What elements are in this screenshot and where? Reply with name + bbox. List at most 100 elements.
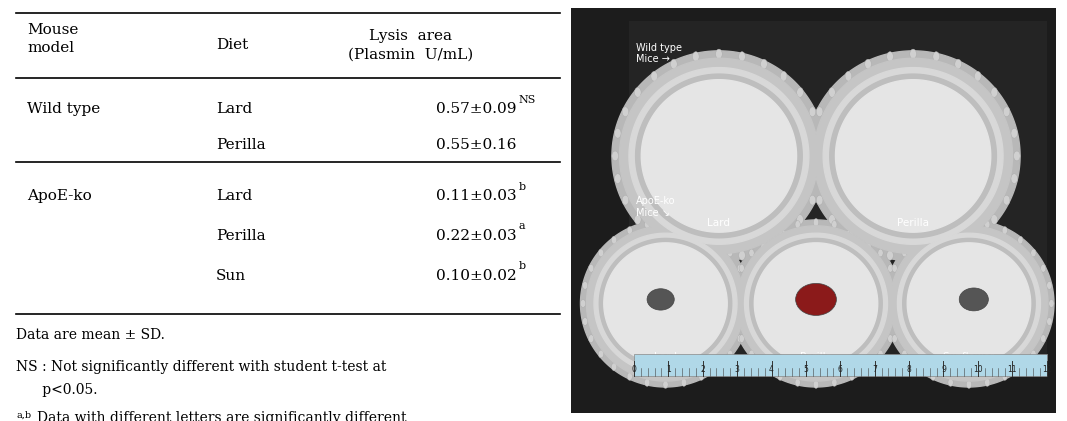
Polygon shape bbox=[737, 226, 895, 381]
Text: 5: 5 bbox=[803, 365, 809, 374]
Ellipse shape bbox=[716, 49, 722, 59]
Ellipse shape bbox=[622, 195, 628, 205]
Text: ApoE-ko: ApoE-ko bbox=[28, 189, 92, 203]
Ellipse shape bbox=[797, 88, 803, 97]
Ellipse shape bbox=[1014, 151, 1020, 161]
Ellipse shape bbox=[832, 378, 837, 386]
Polygon shape bbox=[830, 74, 997, 238]
Text: Wild type: Wild type bbox=[28, 102, 100, 117]
Ellipse shape bbox=[611, 363, 617, 370]
Bar bbox=[634, 354, 1047, 376]
Ellipse shape bbox=[974, 72, 982, 81]
Text: NS : Not significantly different with student t-test at: NS : Not significantly different with st… bbox=[16, 360, 386, 374]
Ellipse shape bbox=[615, 174, 621, 184]
Ellipse shape bbox=[670, 243, 678, 253]
Ellipse shape bbox=[829, 215, 835, 224]
Ellipse shape bbox=[809, 174, 815, 184]
Ellipse shape bbox=[589, 264, 594, 272]
Text: b: b bbox=[519, 261, 525, 272]
Text: 2: 2 bbox=[700, 365, 705, 374]
Text: 0.10±0.02: 0.10±0.02 bbox=[436, 269, 517, 283]
Ellipse shape bbox=[933, 250, 940, 260]
Ellipse shape bbox=[795, 221, 800, 228]
Ellipse shape bbox=[816, 128, 824, 138]
Ellipse shape bbox=[845, 231, 851, 240]
Polygon shape bbox=[620, 58, 818, 253]
Ellipse shape bbox=[813, 218, 818, 226]
Polygon shape bbox=[883, 220, 1054, 387]
Ellipse shape bbox=[1010, 128, 1018, 138]
Ellipse shape bbox=[1018, 363, 1023, 370]
Text: 0.11±0.03: 0.11±0.03 bbox=[436, 189, 517, 203]
Ellipse shape bbox=[832, 221, 837, 228]
Ellipse shape bbox=[627, 373, 633, 380]
Polygon shape bbox=[636, 74, 802, 238]
Ellipse shape bbox=[796, 283, 837, 315]
Ellipse shape bbox=[878, 249, 883, 257]
Text: Perilla: Perilla bbox=[216, 229, 266, 243]
Ellipse shape bbox=[914, 363, 920, 370]
Ellipse shape bbox=[930, 226, 936, 234]
Ellipse shape bbox=[738, 250, 746, 260]
Text: b: b bbox=[519, 181, 525, 192]
Text: 0: 0 bbox=[632, 365, 636, 374]
Ellipse shape bbox=[583, 282, 588, 289]
Ellipse shape bbox=[910, 253, 917, 263]
Ellipse shape bbox=[816, 107, 823, 117]
Ellipse shape bbox=[1049, 300, 1054, 307]
Ellipse shape bbox=[967, 218, 972, 226]
Ellipse shape bbox=[733, 317, 738, 325]
Polygon shape bbox=[594, 233, 737, 374]
Ellipse shape bbox=[1018, 236, 1023, 244]
Ellipse shape bbox=[611, 151, 619, 161]
Ellipse shape bbox=[816, 174, 824, 184]
Ellipse shape bbox=[883, 300, 889, 307]
Ellipse shape bbox=[930, 373, 936, 380]
Polygon shape bbox=[823, 68, 1003, 244]
Ellipse shape bbox=[985, 378, 990, 386]
Text: Data are mean ± SD.: Data are mean ± SD. bbox=[16, 328, 165, 342]
Ellipse shape bbox=[780, 231, 787, 240]
Ellipse shape bbox=[731, 300, 736, 307]
Ellipse shape bbox=[797, 215, 803, 224]
Text: Lard: Lard bbox=[654, 352, 678, 362]
Ellipse shape bbox=[887, 250, 893, 260]
Ellipse shape bbox=[728, 350, 733, 358]
Ellipse shape bbox=[1003, 195, 1010, 205]
Ellipse shape bbox=[622, 107, 628, 117]
Ellipse shape bbox=[1047, 317, 1052, 325]
Text: 8: 8 bbox=[907, 365, 911, 374]
Ellipse shape bbox=[716, 253, 722, 263]
Ellipse shape bbox=[809, 107, 816, 117]
Ellipse shape bbox=[1047, 282, 1052, 289]
Ellipse shape bbox=[902, 249, 907, 257]
Text: a,b: a,b bbox=[16, 411, 31, 420]
Text: 1: 1 bbox=[666, 365, 671, 374]
Ellipse shape bbox=[737, 264, 743, 272]
Ellipse shape bbox=[991, 88, 998, 97]
Ellipse shape bbox=[914, 236, 920, 244]
Ellipse shape bbox=[627, 226, 633, 234]
Ellipse shape bbox=[795, 378, 800, 386]
Ellipse shape bbox=[599, 249, 604, 257]
Bar bbox=[630, 21, 1047, 376]
Ellipse shape bbox=[886, 282, 891, 289]
Ellipse shape bbox=[599, 350, 604, 358]
Ellipse shape bbox=[864, 59, 872, 69]
Text: 7: 7 bbox=[872, 365, 877, 374]
Ellipse shape bbox=[959, 288, 988, 311]
Ellipse shape bbox=[896, 300, 902, 307]
Polygon shape bbox=[835, 80, 991, 232]
Text: Sunflower: Sunflower bbox=[943, 352, 996, 362]
Text: Perilla: Perilla bbox=[216, 138, 266, 152]
Ellipse shape bbox=[845, 72, 851, 81]
Ellipse shape bbox=[746, 300, 750, 307]
Ellipse shape bbox=[681, 221, 686, 228]
Text: 3: 3 bbox=[735, 365, 739, 374]
Ellipse shape bbox=[1040, 264, 1046, 272]
Ellipse shape bbox=[778, 373, 783, 380]
Ellipse shape bbox=[644, 221, 650, 228]
Ellipse shape bbox=[589, 335, 594, 343]
Polygon shape bbox=[731, 220, 901, 387]
Ellipse shape bbox=[692, 250, 699, 260]
